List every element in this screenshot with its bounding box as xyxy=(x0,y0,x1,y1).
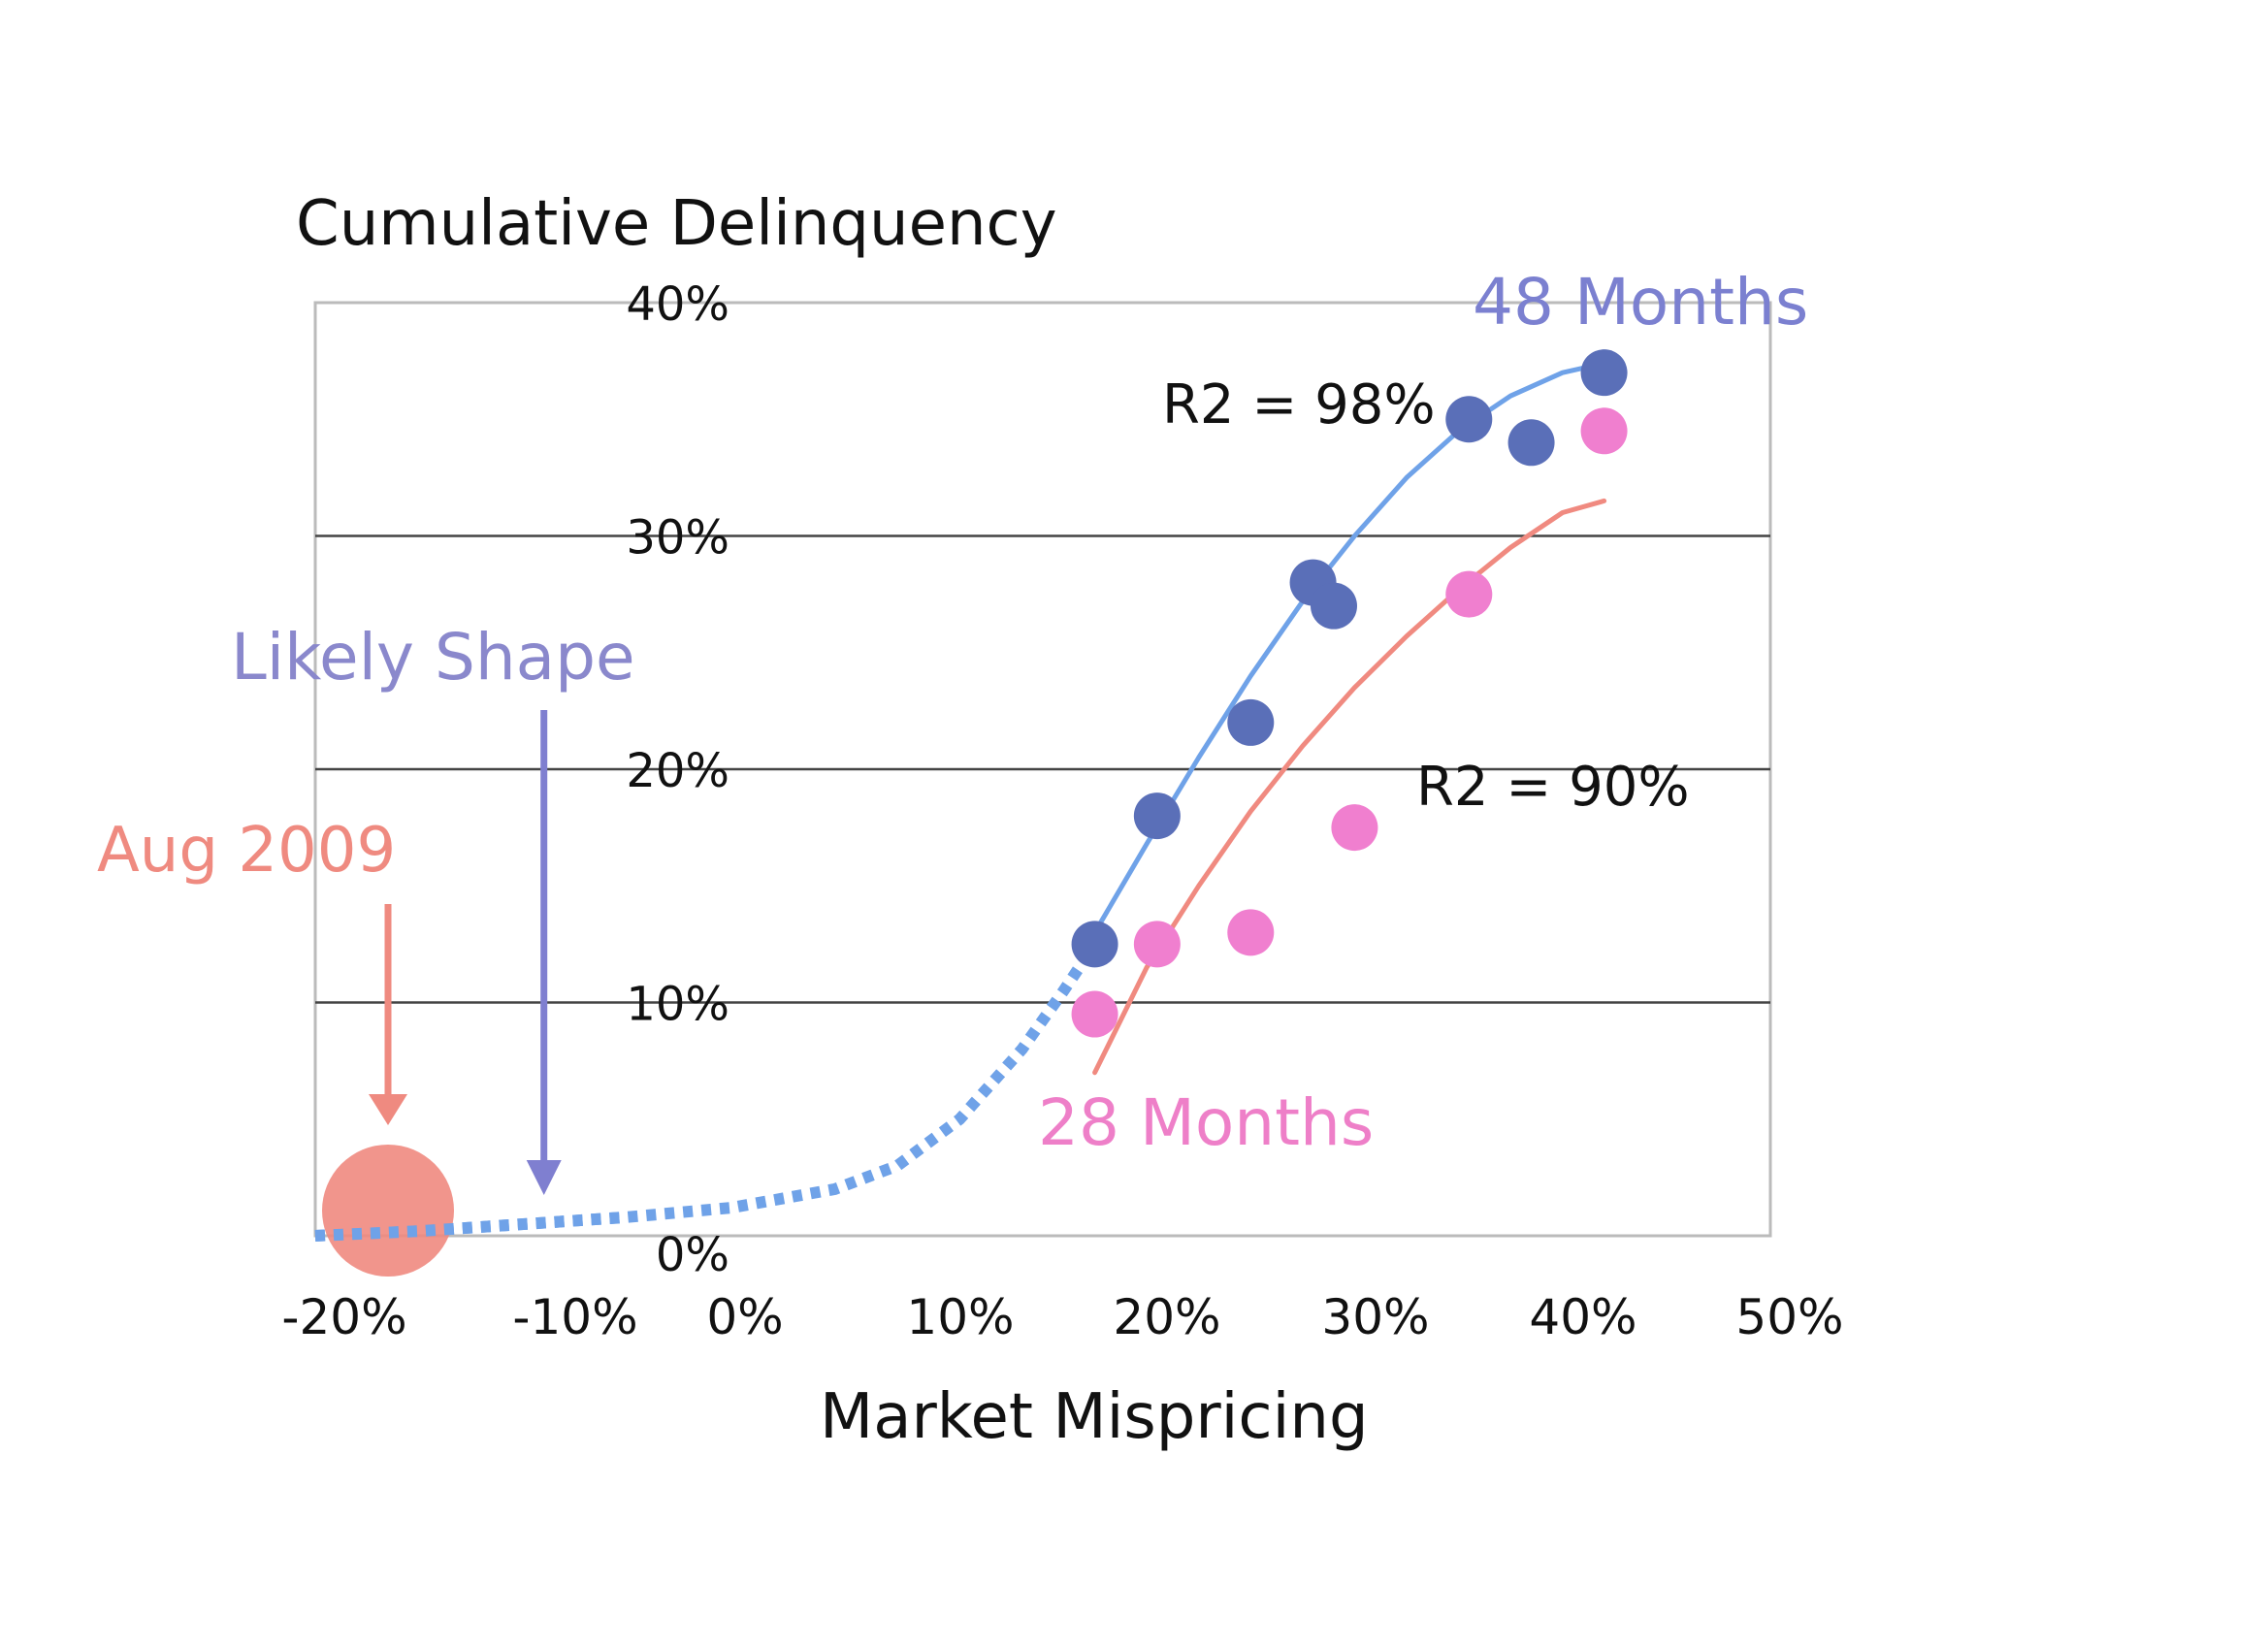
x-tick-label: 10% xyxy=(906,1289,1014,1345)
x-tick-label: 40% xyxy=(1529,1289,1636,1345)
likely-shape-dotted-line-overlay xyxy=(314,1211,628,1242)
fit-curve-0 xyxy=(1092,358,1617,935)
x-tick-label: 20% xyxy=(1113,1289,1220,1345)
y-tick-label: 20% xyxy=(626,744,729,798)
fit-curve-1 xyxy=(1092,498,1607,1076)
data-point xyxy=(1071,990,1118,1038)
r2-label-28-months: R2 = 90% xyxy=(1416,756,1690,819)
data-point xyxy=(1445,570,1493,618)
likely-shape-arrow-head xyxy=(526,1160,562,1195)
y-tick-labels: 0% 10% 20% 30% 40% xyxy=(626,277,729,1282)
x-tick-labels: -20% -10% 0% 10% 20% 30% 40% 50% xyxy=(281,1289,1843,1345)
data-points xyxy=(1071,349,1628,1038)
x-tick-label: 50% xyxy=(1735,1289,1843,1345)
data-point xyxy=(1133,921,1181,968)
y-tick-label: 40% xyxy=(626,277,729,332)
x-axis-label: Market Mispricing xyxy=(820,1381,1369,1453)
data-point xyxy=(1133,792,1181,840)
aug-2009-label: Aug 2009 xyxy=(97,815,396,887)
series-label-28-months: 28 Months xyxy=(1038,1085,1374,1160)
data-point xyxy=(1580,349,1628,397)
aug-2009-arrow-head xyxy=(369,1094,407,1125)
y-tick-label: 0% xyxy=(656,1228,729,1282)
fit-curves xyxy=(1092,358,1617,1076)
data-point xyxy=(1580,407,1628,455)
y-tick-label: 30% xyxy=(626,511,729,566)
data-point xyxy=(1227,698,1275,746)
x-tick-label: -10% xyxy=(512,1289,637,1345)
x-tick-label: -20% xyxy=(281,1289,406,1345)
data-point xyxy=(1445,396,1493,443)
r2-label-48-months: R2 = 98% xyxy=(1162,373,1436,436)
aug-2009-marker xyxy=(322,1145,454,1277)
data-point xyxy=(1507,419,1555,467)
series-label-48-months: 48 Months xyxy=(1473,265,1808,340)
likely-shape-label: Likely Shape xyxy=(231,620,635,695)
x-tick-label: 0% xyxy=(706,1289,783,1345)
y-tick-label: 10% xyxy=(626,978,729,1032)
data-point xyxy=(1227,909,1275,956)
data-point xyxy=(1071,921,1118,968)
annotations xyxy=(314,710,628,1277)
data-point xyxy=(1311,582,1357,630)
data-point xyxy=(1331,804,1378,852)
x-tick-label: 30% xyxy=(1321,1289,1429,1345)
chart-title: Cumulative Delinquency xyxy=(296,188,1057,260)
